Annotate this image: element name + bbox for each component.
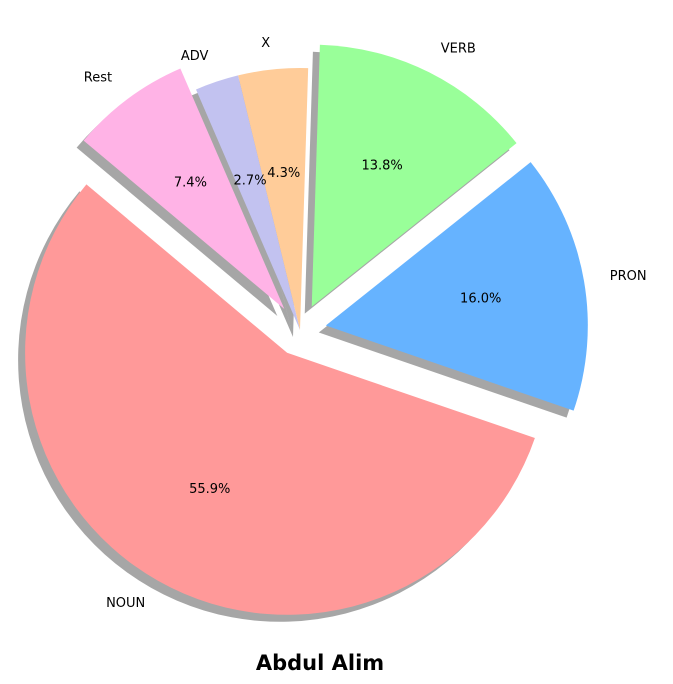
slice-label-x: X bbox=[261, 36, 270, 51]
slice-rest bbox=[83, 68, 285, 309]
slice-x bbox=[238, 68, 309, 330]
slice-labels: NOUN 55.9% PRON 16.0% VERB 13.8% X 4.3% ADV 2.7% R… bbox=[84, 36, 647, 611]
slice-adv bbox=[196, 75, 300, 330]
slice-label-adv: ADV bbox=[181, 49, 209, 64]
slice-wedges bbox=[25, 44, 588, 615]
pct-label-adv: 2.7% bbox=[234, 173, 267, 188]
slice-pron bbox=[325, 162, 588, 411]
chart-title: Abdul Alim bbox=[256, 651, 384, 675]
pct-label-pron: 16.0% bbox=[460, 291, 501, 306]
pct-label-x: 4.3% bbox=[267, 166, 300, 181]
pct-label-noun: 55.9% bbox=[189, 482, 230, 497]
pct-label-verb: 13.8% bbox=[361, 159, 402, 174]
slice-label-pron: PRON bbox=[610, 269, 647, 284]
slice-label-rest: Rest bbox=[84, 70, 112, 85]
slice-noun bbox=[25, 184, 535, 615]
pct-label-rest: 7.4% bbox=[174, 175, 207, 190]
slice-label-noun: NOUN bbox=[106, 596, 145, 611]
slice-label-verb: VERB bbox=[441, 41, 476, 56]
slice-verb bbox=[311, 44, 517, 307]
